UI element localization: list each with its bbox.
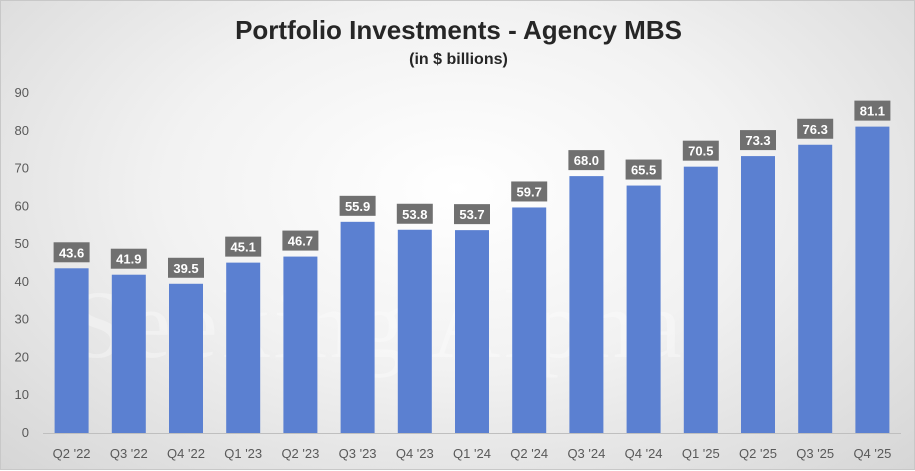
data-label: 76.3 xyxy=(803,122,828,137)
y-tick-label: 70 xyxy=(15,161,29,176)
data-label-box xyxy=(682,140,719,161)
data-label: 55.9 xyxy=(345,199,370,214)
data-label-box xyxy=(454,204,490,225)
y-tick-label: 50 xyxy=(15,236,29,251)
data-label: 68.0 xyxy=(574,153,599,168)
bar xyxy=(798,144,833,433)
data-label: 73.3 xyxy=(745,133,770,148)
x-tick-label: Q4 '22 xyxy=(167,446,205,461)
bar xyxy=(283,256,318,433)
x-tick-label: Q2 '25 xyxy=(739,446,777,461)
data-label-box xyxy=(225,236,262,257)
data-label: 39.5 xyxy=(173,261,198,276)
bar xyxy=(855,126,890,433)
x-tick-label: Q2 '22 xyxy=(53,446,91,461)
bar xyxy=(111,274,146,433)
y-tick-label: 20 xyxy=(15,349,29,364)
data-label-box xyxy=(396,203,433,224)
data-label-box xyxy=(797,118,834,139)
data-label: 53.8 xyxy=(402,207,427,222)
data-label-box xyxy=(568,150,605,171)
data-label-box xyxy=(854,100,891,121)
data-label-box xyxy=(339,195,376,216)
data-label-box xyxy=(282,230,319,251)
chart-subtitle: (in $ billions) xyxy=(409,51,508,68)
x-tick-label: Q4 '24 xyxy=(625,446,663,461)
y-tick-label: 60 xyxy=(15,198,29,213)
data-label: 81.1 xyxy=(860,104,885,119)
y-tick-label: 90 xyxy=(15,85,29,100)
x-tick-label: Q1 '24 xyxy=(453,446,491,461)
data-label: 45.1 xyxy=(231,240,256,255)
data-label-box xyxy=(625,159,662,180)
data-label-box xyxy=(53,242,90,263)
y-tick-label: 40 xyxy=(15,274,29,289)
x-tick-label: Q4 '23 xyxy=(396,446,434,461)
bar xyxy=(683,166,718,433)
chart-title: Portfolio Investments - Agency MBS xyxy=(235,15,682,45)
y-tick-label: 30 xyxy=(15,312,29,327)
x-tick-label: Q1 '25 xyxy=(682,446,720,461)
data-label-box xyxy=(110,248,147,269)
bar xyxy=(54,268,89,433)
data-label: 43.6 xyxy=(59,245,84,260)
x-tick-label: Q3 '23 xyxy=(339,446,377,461)
data-label-box xyxy=(168,257,204,278)
x-tick-label: Q3 '24 xyxy=(567,446,605,461)
x-tick-label: Q3 '22 xyxy=(110,446,148,461)
data-label: 59.7 xyxy=(517,184,542,199)
data-label: 65.5 xyxy=(631,163,656,178)
bar xyxy=(340,221,375,433)
bar xyxy=(455,230,489,433)
bar xyxy=(169,283,203,433)
data-label: 41.9 xyxy=(116,252,141,267)
x-tick-label: Q1 '23 xyxy=(224,446,262,461)
data-label: 53.7 xyxy=(459,207,484,222)
bar xyxy=(569,176,604,433)
data-label: 70.5 xyxy=(688,144,713,159)
x-tick-label: Q2 '24 xyxy=(510,446,548,461)
bar xyxy=(512,207,547,433)
x-tick-label: Q4 '25 xyxy=(853,446,891,461)
bar xyxy=(626,185,661,433)
y-tick-label: 10 xyxy=(15,387,29,402)
data-label: 46.7 xyxy=(288,234,313,249)
data-label-box xyxy=(511,181,548,202)
bar xyxy=(226,262,261,433)
x-tick-label: Q2 '23 xyxy=(281,446,319,461)
bar xyxy=(397,229,432,433)
y-tick-label: 0 xyxy=(22,425,29,440)
y-tick-label: 80 xyxy=(15,123,29,138)
bar xyxy=(741,156,775,434)
data-label-box xyxy=(740,130,776,151)
x-tick-label: Q3 '25 xyxy=(796,446,834,461)
